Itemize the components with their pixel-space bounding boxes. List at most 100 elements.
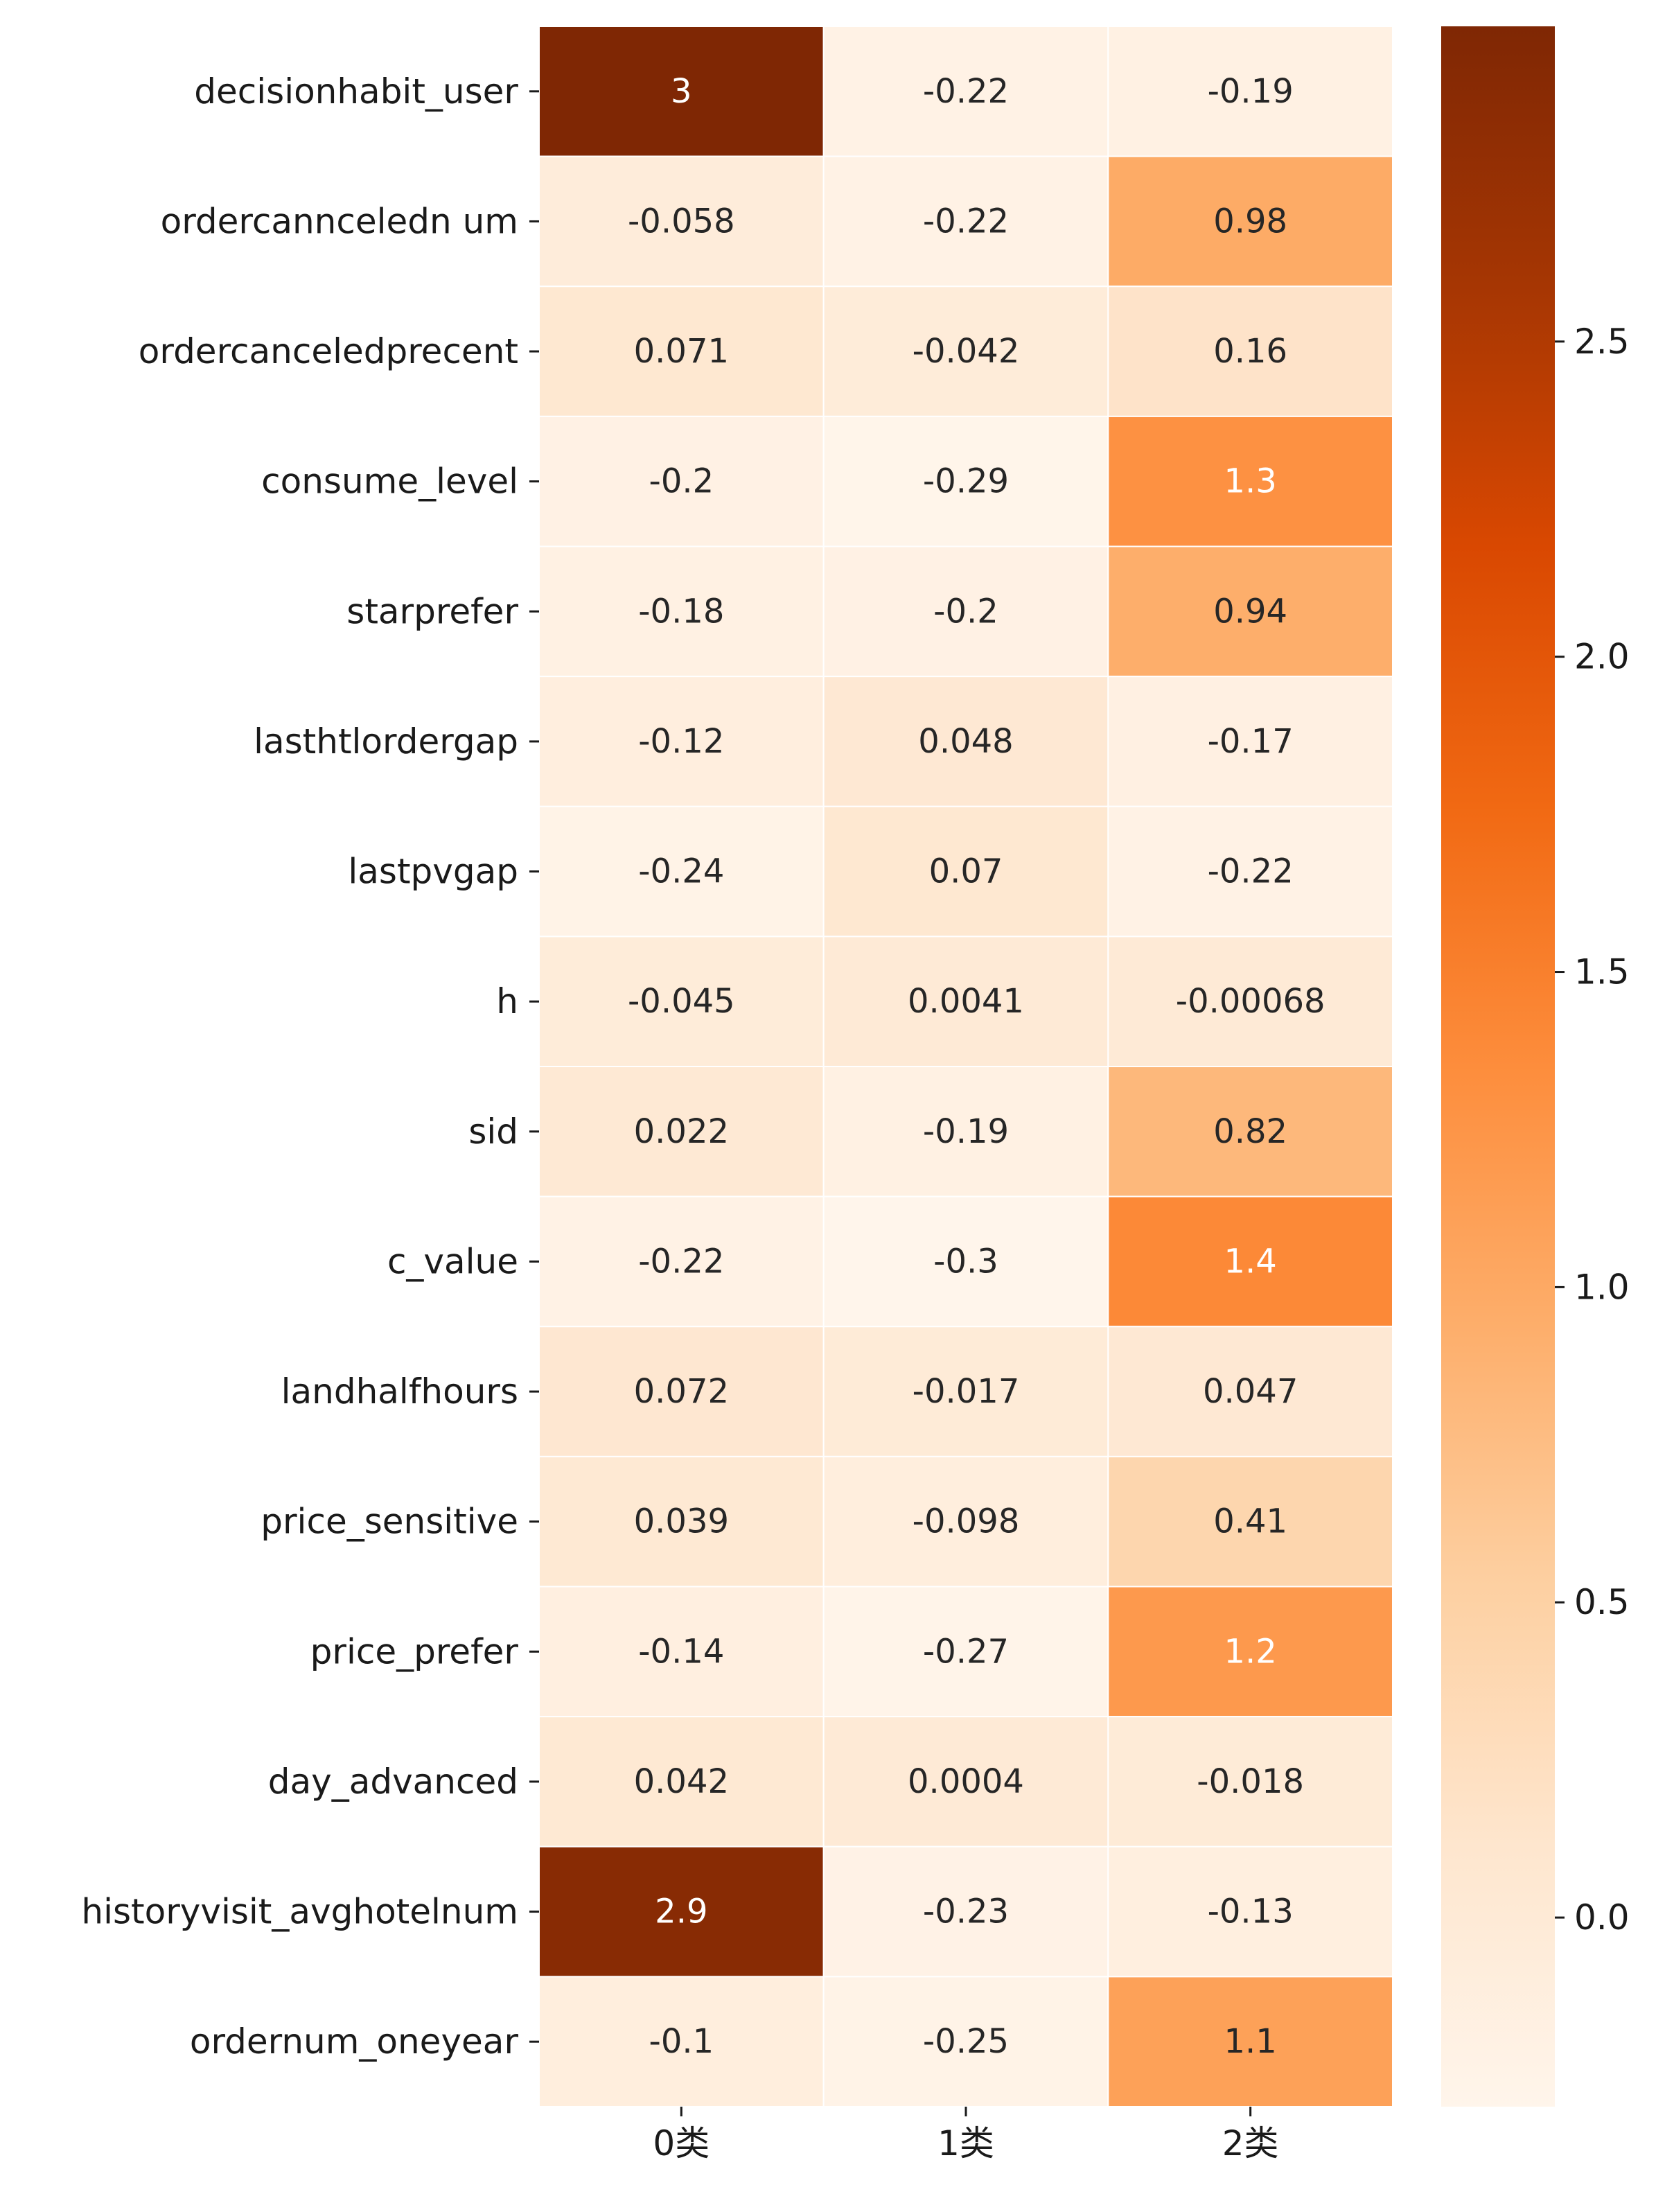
row-label: day_advanced — [268, 1762, 518, 1802]
row-label: ordercannceledn um — [161, 201, 518, 241]
row-label: landhalfhours — [281, 1371, 518, 1412]
cell-value-label: -0.017 — [913, 1372, 1020, 1411]
cell-value-label: 3 — [671, 72, 692, 111]
cell-value-label: 0.039 — [634, 1502, 729, 1541]
heatmap-cell — [822, 1586, 1109, 1718]
row-labels: decisionhabit_user ordercannceledn um orde… — [81, 71, 539, 2062]
row-label: c_value — [387, 1241, 518, 1281]
heatmap-cell — [822, 545, 1109, 678]
column-label: 0类 — [653, 2123, 710, 2163]
cell-value-label: -0.27 — [923, 1632, 1009, 1671]
heatmap-cell — [1107, 415, 1394, 547]
cell-value-label: -0.19 — [923, 1112, 1009, 1151]
heatmap-cell — [538, 1716, 825, 1847]
cell-value-label: 0.16 — [1213, 332, 1287, 371]
cell-value-label: -0.22 — [923, 202, 1009, 240]
column-label: 2类 — [1222, 2123, 1279, 2163]
cell-value-label: 0.94 — [1213, 592, 1287, 631]
cell-value-label: 1.4 — [1224, 1242, 1276, 1281]
row-label: h — [496, 981, 518, 1021]
heatmap-cell — [822, 1976, 1109, 2107]
heatmap-cell — [822, 676, 1109, 807]
row-label: ordercanceledprecent — [139, 331, 518, 371]
cell-value-label: 0.071 — [634, 332, 729, 371]
heatmap-cell — [538, 1326, 825, 1457]
cell-value-label: 0.0041 — [908, 982, 1024, 1021]
heatmap-cell — [1107, 1326, 1394, 1457]
cell-value-label: -0.058 — [628, 202, 735, 240]
row-label: decisionhabit_user — [194, 71, 518, 112]
heatmap-cell — [822, 936, 1109, 1067]
cell-value-label: -0.1 — [649, 2022, 714, 2061]
heatmap-cell — [1107, 1066, 1394, 1197]
heatmap-cell — [1107, 1976, 1394, 2107]
heatmap-cell — [538, 1066, 825, 1197]
heatmap-cell — [1107, 1845, 1394, 1978]
cell-value-label: 0.072 — [634, 1372, 729, 1411]
row-label: historyvisit_avghotelnum — [81, 1892, 518, 1932]
cell-value-label: -0.22 — [638, 1242, 724, 1281]
heatmap-cell — [1107, 26, 1394, 157]
cell-value-label: -0.098 — [913, 1502, 1020, 1541]
cell-value-label: -0.17 — [1208, 722, 1294, 761]
cell-value-label: 0.0004 — [908, 1762, 1024, 1801]
heatmap-cell — [1107, 676, 1394, 807]
row-label: lasthtlordergap — [254, 721, 518, 762]
cell-value-label: -0.3 — [933, 1242, 998, 1281]
heatmap-cell — [538, 1195, 825, 1328]
cell-value-label: -0.25 — [923, 2022, 1009, 2061]
cell-value-label: 1.1 — [1224, 2022, 1276, 2061]
colorbar-tick-label: 2.0 — [1574, 637, 1630, 677]
heatmap-cell — [538, 936, 825, 1067]
row-label: sid — [468, 1112, 518, 1152]
heatmap-cell — [538, 1845, 825, 1978]
heatmap-cell — [538, 1976, 825, 2107]
row-label: ordernum_oneyear — [190, 2021, 519, 2062]
heatmap-cell — [538, 1586, 825, 1718]
heatmap-cell — [822, 26, 1109, 157]
cell-value-label: 0.82 — [1213, 1112, 1287, 1151]
cell-value-label: -0.045 — [628, 982, 735, 1021]
heatmap-cell — [822, 155, 1109, 288]
cell-value-label: 0.048 — [918, 722, 1013, 761]
colorbar: 0.0 0.5 1.0 1.5 2.0 2.5 — [1441, 26, 1630, 2107]
heatmap-cell — [1107, 1455, 1394, 1588]
colorbar-tick-label: 1.5 — [1574, 952, 1630, 992]
cell-value-label: -0.23 — [923, 1893, 1009, 1931]
cell-value-label: -0.22 — [1208, 852, 1294, 891]
cell-value-label: 1.3 — [1224, 462, 1276, 501]
cell-value-label: -0.19 — [1208, 72, 1294, 111]
cell-value-label: 0.98 — [1213, 202, 1287, 240]
heatmap-cell — [538, 545, 825, 678]
cell-value-label: -0.2 — [649, 462, 714, 501]
heatmap-cell — [1107, 936, 1394, 1067]
heatmap-cell — [822, 1455, 1109, 1588]
cell-value-label: -0.042 — [913, 332, 1020, 371]
heatmap-cell — [822, 805, 1109, 938]
heatmap-cells: 3 -0.22 -0.19 -0.058 -0.22 0.98 0.071 -0.042 0.1… — [538, 26, 1394, 2107]
cell-value-label: -0.13 — [1208, 1893, 1294, 1931]
cell-value-label: 0.042 — [634, 1762, 729, 1801]
cell-value-label: -0.12 — [638, 722, 724, 761]
heatmap-cell — [538, 415, 825, 547]
colorbar-gradient — [1441, 26, 1555, 2107]
cell-value-label: 0.047 — [1203, 1372, 1298, 1411]
colorbar-tick-label: 0.0 — [1574, 1897, 1630, 1938]
heatmap-cell — [1107, 155, 1394, 288]
column-label: 1类 — [937, 2123, 994, 2163]
heatmap-cell — [822, 286, 1109, 417]
heatmap-cell — [538, 155, 825, 288]
colorbar-tick-label: 1.0 — [1574, 1267, 1630, 1307]
cell-value-label: -0.18 — [638, 592, 724, 631]
cell-value-label: 0.07 — [929, 852, 1003, 891]
cell-value-label: 0.022 — [634, 1112, 729, 1151]
heatmap-cell — [822, 1195, 1109, 1328]
cell-value-label: -0.22 — [923, 72, 1009, 111]
cell-value-label: -0.29 — [923, 462, 1009, 501]
row-label: starprefer — [346, 591, 518, 631]
heatmap-cell — [1107, 1716, 1394, 1847]
row-label: lastpvgap — [348, 852, 518, 892]
cell-value-label: -0.2 — [933, 592, 998, 631]
heatmap-cell — [1107, 1586, 1394, 1718]
